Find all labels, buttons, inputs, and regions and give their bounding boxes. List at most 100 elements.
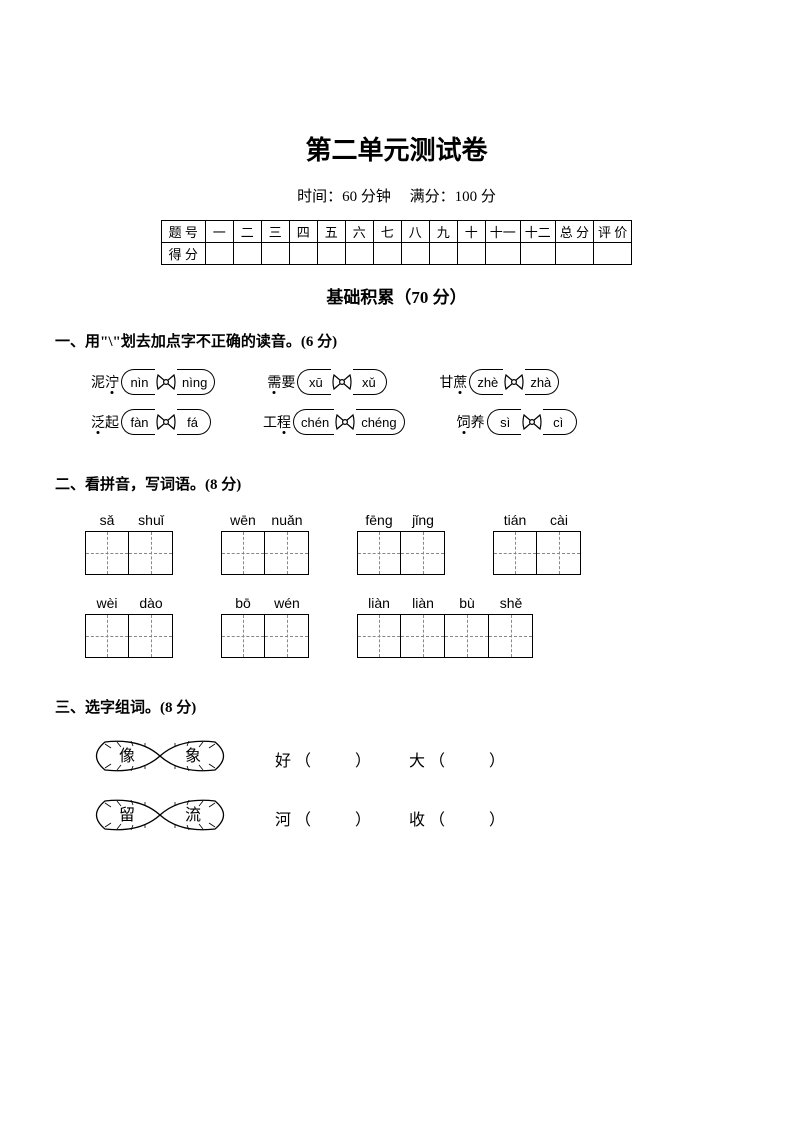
score-cell bbox=[485, 243, 520, 265]
q1-row: 泥泞nìnnìng 需要xūxǔ 甘蔗zhèzhà bbox=[85, 369, 738, 395]
score-col: 十 bbox=[457, 221, 485, 243]
score-table: 题 号一二三四五六七八九十十一十二总 分评 价 得 分 bbox=[161, 220, 633, 265]
pinyin-syllable: fēng bbox=[357, 512, 401, 528]
grid-box bbox=[493, 531, 581, 575]
q2-row: sǎshuǐwēnnuǎnfēngjǐngtiáncài bbox=[85, 512, 738, 575]
cap-right: nìng bbox=[175, 369, 215, 395]
fill-blank: 河（ ） bbox=[275, 806, 375, 830]
bow-icon bbox=[521, 409, 543, 435]
score-cell bbox=[233, 243, 261, 265]
q2-word: wèidào bbox=[85, 595, 173, 658]
cap-right: chéng bbox=[354, 409, 404, 435]
score-col: 十二 bbox=[520, 221, 555, 243]
score-cell bbox=[373, 243, 401, 265]
score-header-row: 题 号一二三四五六七八九十十一十二总 分评 价 bbox=[161, 221, 632, 243]
subtitle: 时间：60 分钟 满分：100 分 bbox=[55, 185, 738, 206]
tianzige-cell bbox=[537, 531, 581, 575]
score-col: 十一 bbox=[485, 221, 520, 243]
score-cell bbox=[345, 243, 373, 265]
cap-right: xǔ bbox=[351, 369, 387, 395]
score-col: 七 bbox=[373, 221, 401, 243]
score-cell bbox=[429, 243, 457, 265]
grid-box bbox=[357, 614, 533, 658]
score-col: 三 bbox=[261, 221, 289, 243]
tianzige-cell bbox=[129, 531, 173, 575]
score-cell: 得 分 bbox=[161, 243, 205, 265]
pinyin-syllable: nuǎn bbox=[265, 512, 309, 528]
tianzige-cell bbox=[357, 531, 401, 575]
tianzige-cell bbox=[129, 614, 173, 658]
pinyin-syllable: wēn bbox=[221, 512, 265, 528]
pinyin-syllable: dào bbox=[129, 595, 173, 611]
q2-word: tiáncài bbox=[493, 512, 581, 575]
svg-text:像: 像 bbox=[119, 747, 135, 765]
tianzige-cell bbox=[489, 614, 533, 658]
score-value-row: 得 分 bbox=[161, 243, 632, 265]
page-title: 第二单元测试卷 bbox=[55, 130, 738, 167]
bow-icon bbox=[155, 409, 177, 435]
q1-label: 泥泞 bbox=[85, 372, 119, 392]
q3-fills: 河（ ）收（ ） bbox=[275, 806, 509, 830]
pinyin-capsule: xūxǔ bbox=[297, 369, 387, 395]
leaf-container: 留流 bbox=[85, 794, 235, 841]
q1-label: 工程 bbox=[257, 412, 291, 432]
q1-label: 甘蔗 bbox=[433, 372, 467, 392]
svg-text:象: 象 bbox=[185, 747, 201, 765]
svg-text:留: 留 bbox=[119, 806, 135, 824]
pinyin-labels: wèidào bbox=[85, 595, 173, 611]
q2-word: wēnnuǎn bbox=[221, 512, 309, 575]
score-cell bbox=[594, 243, 632, 265]
score-col: 一 bbox=[205, 221, 233, 243]
q1-row: 泛起fànfá工程chénchéng饲养sìcì bbox=[85, 409, 738, 435]
bow-icon bbox=[155, 369, 177, 395]
cap-left: sì bbox=[487, 409, 523, 435]
score-col: 九 bbox=[429, 221, 457, 243]
score-col: 八 bbox=[401, 221, 429, 243]
cap-left: xū bbox=[297, 369, 333, 395]
q1-item: 泥泞nìnnìng bbox=[85, 369, 215, 395]
time-label: 时间：60 分钟 bbox=[297, 189, 391, 205]
q1-item: 需要xūxǔ bbox=[261, 369, 387, 395]
q2-word: liànliànbùshě bbox=[357, 595, 533, 658]
pinyin-labels: bōwén bbox=[221, 595, 309, 611]
cap-left: zhè bbox=[469, 369, 505, 395]
pinyin-syllable: bō bbox=[221, 595, 265, 611]
svg-text:流: 流 bbox=[185, 806, 201, 824]
score-col: 五 bbox=[317, 221, 345, 243]
tianzige-cell bbox=[265, 614, 309, 658]
bow-icon bbox=[334, 409, 356, 435]
cap-right: fá bbox=[175, 409, 211, 435]
score-cell bbox=[457, 243, 485, 265]
score-cell bbox=[555, 243, 593, 265]
pinyin-capsule: sìcì bbox=[487, 409, 577, 435]
tianzige-cell bbox=[401, 614, 445, 658]
score-cell bbox=[289, 243, 317, 265]
grid-box bbox=[221, 614, 309, 658]
cap-left: chén bbox=[293, 409, 336, 435]
grid-box bbox=[221, 531, 309, 575]
tianzige-cell bbox=[493, 531, 537, 575]
grid-box bbox=[85, 614, 173, 658]
tianzige-cell bbox=[445, 614, 489, 658]
score-col: 总 分 bbox=[555, 221, 593, 243]
fill-blank: 大（ ） bbox=[409, 747, 509, 771]
q3-fills: 好（ ）大（ ） bbox=[275, 747, 509, 771]
score-col: 六 bbox=[345, 221, 373, 243]
q3-row: 像象好（ ）大（ ） bbox=[85, 735, 738, 782]
tianzige-cell bbox=[357, 614, 401, 658]
cap-left: nìn bbox=[121, 369, 157, 395]
pinyin-syllable: tián bbox=[493, 512, 537, 528]
score-col: 四 bbox=[289, 221, 317, 243]
q3-row: 留流河（ ）收（ ） bbox=[85, 794, 738, 841]
q1-item: 泛起fànfá bbox=[85, 409, 211, 435]
score-cell bbox=[205, 243, 233, 265]
leaf-pair-icon: 像象 bbox=[85, 735, 235, 777]
full-label: 满分：100 分 bbox=[410, 189, 496, 205]
pinyin-capsule: zhèzhà bbox=[469, 369, 559, 395]
tianzige-cell bbox=[221, 614, 265, 658]
pinyin-syllable: wén bbox=[265, 595, 309, 611]
leaf-pair-icon: 留流 bbox=[85, 794, 235, 836]
bow-icon bbox=[331, 369, 353, 395]
score-cell bbox=[261, 243, 289, 265]
leaf-container: 像象 bbox=[85, 735, 235, 782]
